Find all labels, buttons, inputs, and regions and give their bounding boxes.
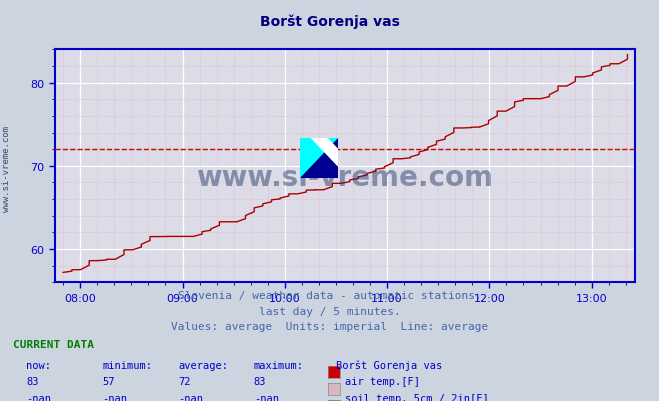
Text: Slovenia / weather data - automatic stations.: Slovenia / weather data - automatic stat…: [178, 291, 481, 301]
Polygon shape: [300, 138, 338, 178]
Text: last day / 5 minutes.: last day / 5 minutes.: [258, 306, 401, 316]
Text: www.si-vreme.com: www.si-vreme.com: [196, 164, 493, 192]
Polygon shape: [311, 138, 338, 166]
Text: Boršt Gorenja vas: Boršt Gorenja vas: [336, 360, 442, 370]
Text: 83: 83: [26, 377, 39, 387]
Text: 72: 72: [178, 377, 190, 387]
Text: Boršt Gorenja vas: Boršt Gorenja vas: [260, 14, 399, 28]
Polygon shape: [300, 138, 338, 178]
Text: www.si-vreme.com: www.si-vreme.com: [2, 126, 11, 211]
Text: CURRENT DATA: CURRENT DATA: [13, 339, 94, 349]
Text: Values: average  Units: imperial  Line: average: Values: average Units: imperial Line: av…: [171, 321, 488, 331]
Text: 57: 57: [102, 377, 115, 387]
Text: -nan: -nan: [102, 393, 127, 401]
Text: 83: 83: [254, 377, 266, 387]
Text: -nan: -nan: [254, 393, 279, 401]
Text: minimum:: minimum:: [102, 360, 152, 370]
Text: air temp.[F]: air temp.[F]: [345, 377, 420, 387]
Text: -nan: -nan: [26, 393, 51, 401]
Text: maximum:: maximum:: [254, 360, 304, 370]
Text: average:: average:: [178, 360, 228, 370]
Text: now:: now:: [26, 360, 51, 370]
Text: -nan: -nan: [178, 393, 203, 401]
Text: soil temp. 5cm / 2in[F]: soil temp. 5cm / 2in[F]: [345, 393, 488, 401]
